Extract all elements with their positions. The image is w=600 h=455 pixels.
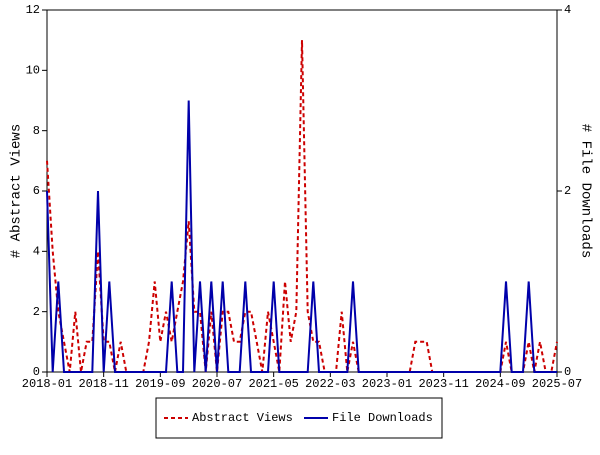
legend-label: File Downloads <box>332 411 433 425</box>
y-tick-label: 0 <box>33 365 40 379</box>
x-tick-label: 2020-07 <box>192 377 242 391</box>
x-tick-label: 2021-05 <box>248 377 298 391</box>
y2-tick-label: 0 <box>564 365 571 379</box>
series-line <box>46 100 557 373</box>
y-tick-label: 2 <box>33 305 40 319</box>
x-tick-label: 2024-09 <box>475 377 525 391</box>
y2-axis-label: # File Downloads <box>577 124 593 258</box>
legend-box <box>155 397 443 439</box>
y-tick-label: 4 <box>33 245 40 259</box>
y-tick-label: 8 <box>33 124 40 138</box>
x-tick-label: 2022-03 <box>305 377 355 391</box>
x-tick-label: 2019-09 <box>135 377 185 391</box>
y-tick-label: 6 <box>33 184 40 198</box>
series-line <box>46 40 558 373</box>
x-tick-label: 2023-01 <box>362 377 412 391</box>
y2-tick-label: 2 <box>564 184 571 198</box>
y-tick-label: 10 <box>26 64 40 78</box>
y2-tick-label: 4 <box>564 3 571 17</box>
legend-label: Abstract Views <box>192 411 293 425</box>
y-tick-label: 12 <box>26 3 40 17</box>
x-tick-label: 2018-01 <box>22 377 72 391</box>
x-tick-label: 2018-11 <box>78 377 128 391</box>
y-axis-label: # Abstract Views <box>9 124 25 258</box>
x-tick-label: 2023-11 <box>418 377 468 391</box>
x-tick-label: 2025-07 <box>532 377 582 391</box>
